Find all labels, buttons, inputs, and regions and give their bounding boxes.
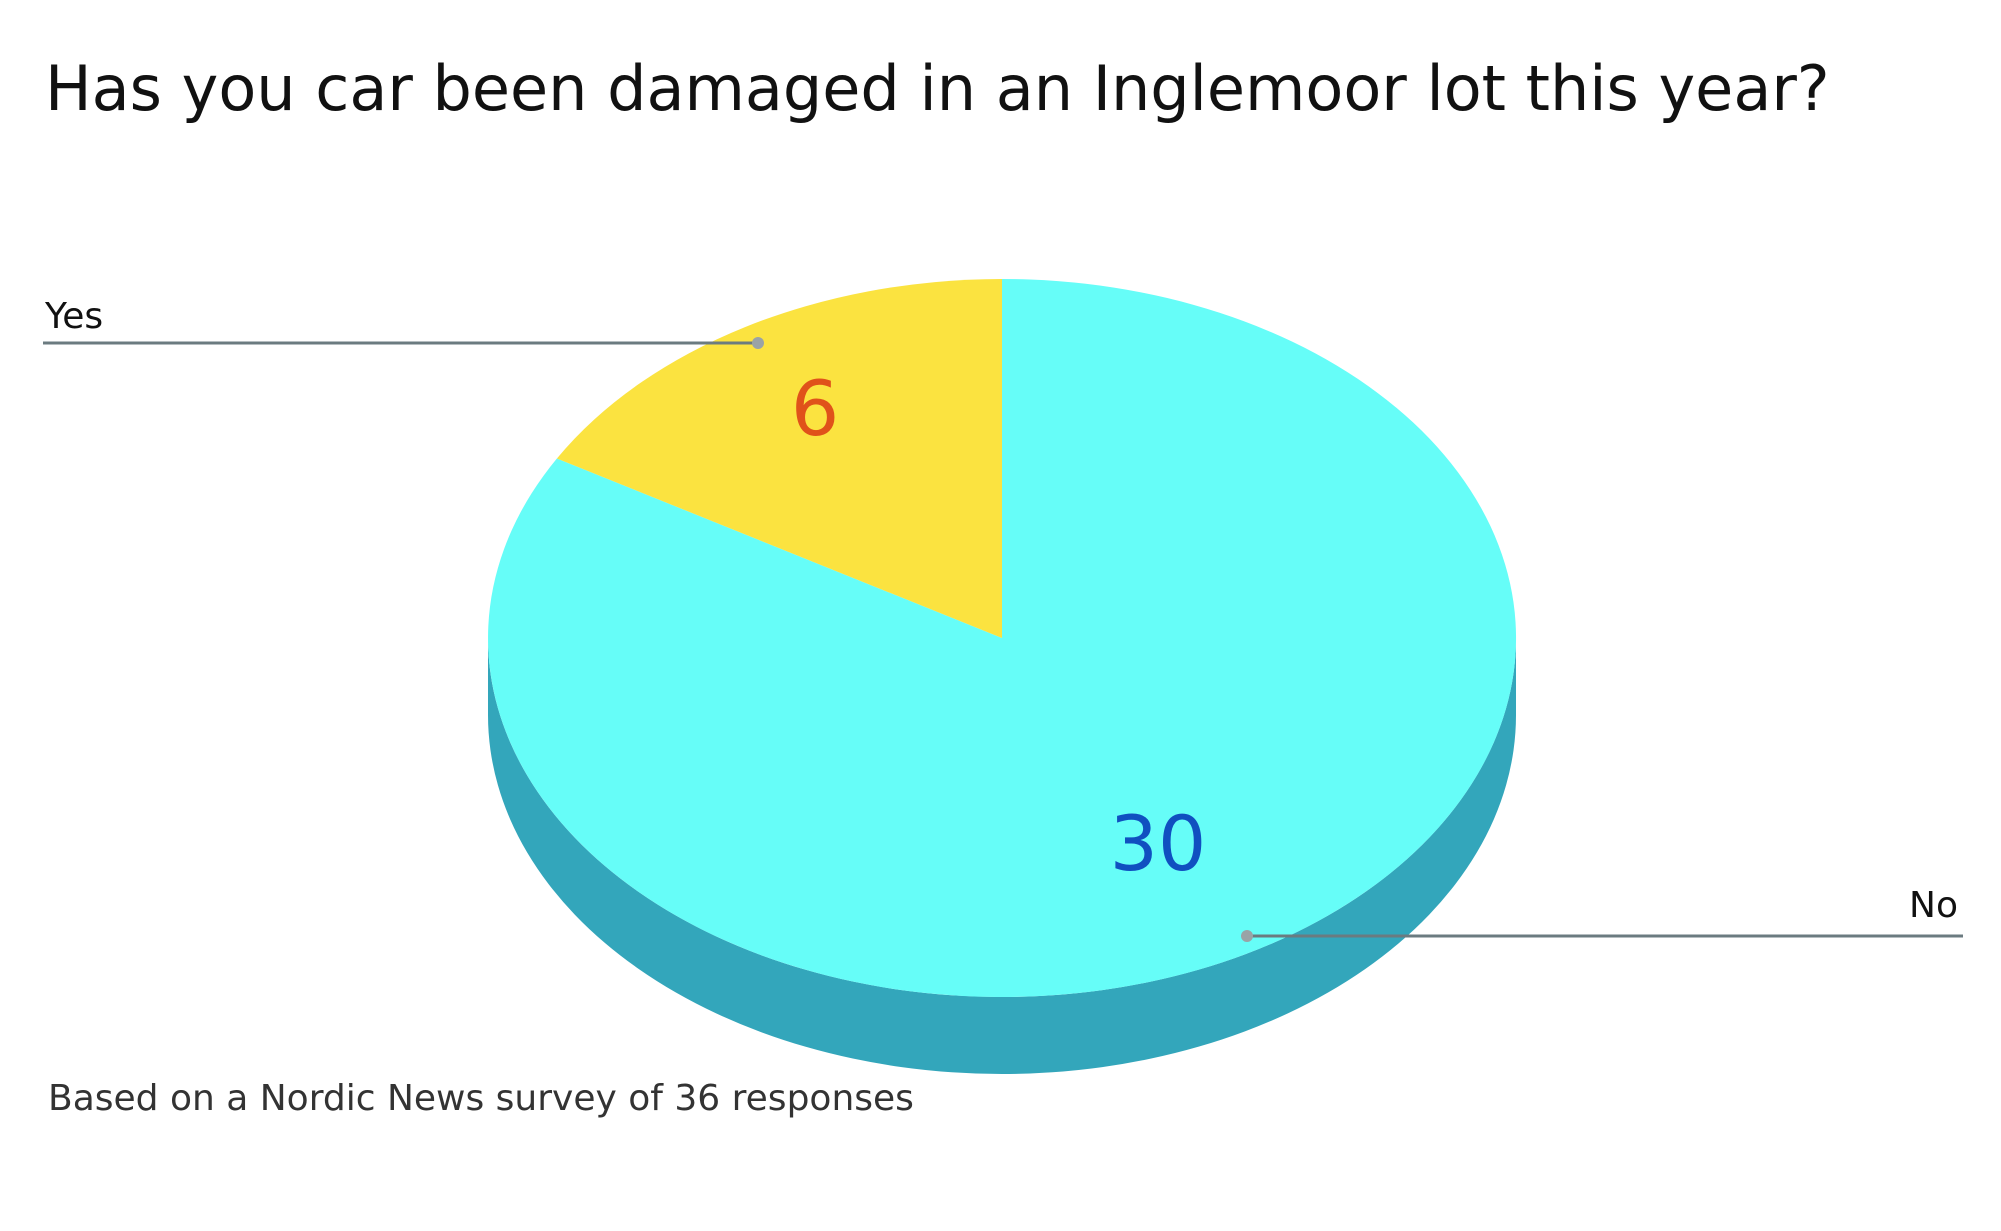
chart-title: Has you car been damaged in an Inglemoor… (45, 52, 1830, 125)
data-label-no: 30 (1110, 799, 1207, 888)
category-label-no: No (1909, 885, 1958, 926)
leader-dot-no (1241, 930, 1253, 942)
pie-slice-no (488, 279, 1517, 997)
data-label-yes: 6 (791, 364, 839, 453)
pie-side-no (488, 638, 1516, 1074)
category-label-yes: Yes (44, 296, 103, 337)
leader-dot-yes (752, 337, 764, 349)
survey-note: Based on a Nordic News survey of 36 resp… (48, 1078, 914, 1119)
pie-slice-yes (556, 279, 1002, 638)
